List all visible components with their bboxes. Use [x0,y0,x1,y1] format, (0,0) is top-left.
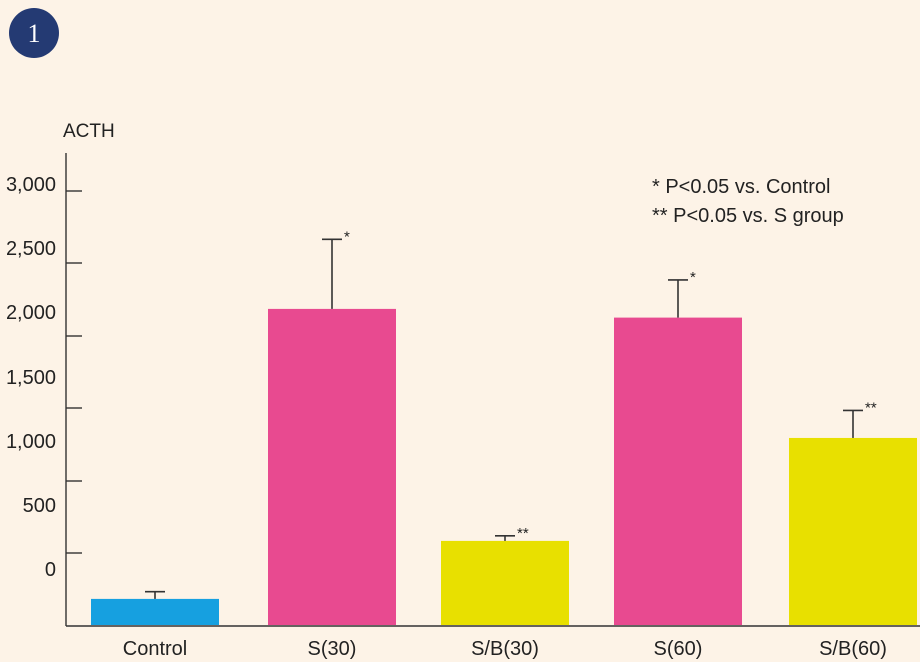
category-label: Control [123,638,187,660]
error-bars [145,238,863,599]
bar [789,437,917,625]
legend-line-1: * P<0.05 vs. Control [652,176,830,198]
y-tick-label: 2,000 [6,302,56,324]
bar [91,598,219,625]
significance-mark: ** [865,399,877,416]
y-tick-label: 1,000 [6,431,56,453]
badge-label: 1 [28,19,41,48]
bar [268,308,396,625]
significance-mark: * [344,228,350,245]
y-tick-label: 500 [23,495,56,517]
y-tick-label: 2,500 [6,238,56,260]
significance-mark: * [690,269,696,286]
y-ticks: 0 500 1,000 1,500 2,000 2,500 3,000 [6,174,82,581]
category-label: S/B(30) [471,638,539,660]
category-label: S/B(60) [819,638,887,660]
y-tick-label: 3,000 [6,174,56,196]
bars [91,308,917,625]
bar [441,540,569,625]
y-axis-label: ACTH [63,121,115,142]
category-label: S(60) [654,638,703,660]
badge-circle [9,8,59,58]
y-tick-label: 1,500 [6,367,56,389]
significance-mark: ** [517,525,529,542]
legend: * P<0.05 vs. Control ** P<0.05 vs. S gro… [652,176,844,227]
figure-number-badge: 1 [9,8,59,58]
legend-line-2: ** P<0.05 vs. S group [652,205,844,227]
y-tick-label: 0 [45,559,56,581]
bar [614,317,742,625]
significance-marks: ****** [344,228,877,542]
category-labels: Control S(30) S/B(30) S(60) S/B(60) [123,638,887,660]
category-label: S(30) [308,638,357,660]
